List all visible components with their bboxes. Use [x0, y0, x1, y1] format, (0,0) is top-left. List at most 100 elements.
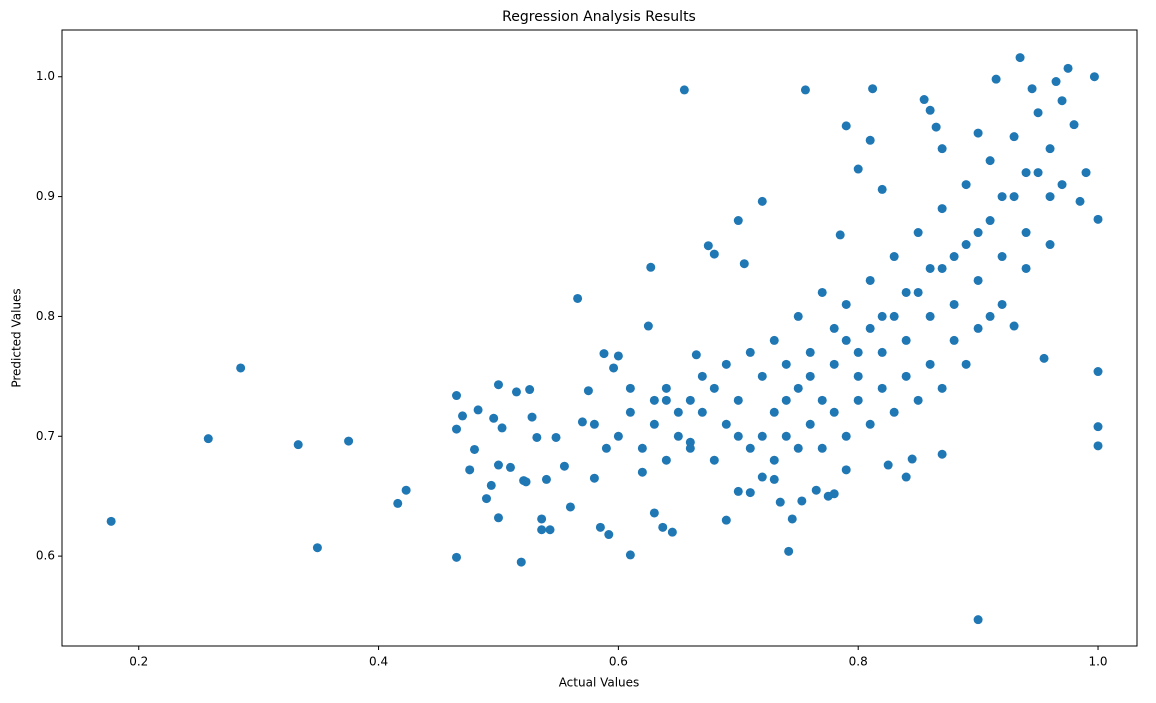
- scatter-point: [1045, 240, 1055, 250]
- scatter-point: [601, 443, 611, 453]
- scatter-point: [985, 216, 995, 226]
- scatter-point: [697, 371, 707, 381]
- scatter-point: [877, 383, 887, 393]
- scatter-point: [486, 480, 496, 490]
- y-tick-label: 0.8: [36, 309, 55, 323]
- scatter-point: [703, 241, 713, 251]
- scatter-point: [344, 436, 354, 446]
- scatter-point: [643, 321, 653, 331]
- scatter-point: [841, 121, 851, 131]
- scatter-point: [841, 299, 851, 309]
- x-tick-label: 1.0: [1088, 655, 1107, 669]
- scatter-point: [800, 85, 810, 95]
- scatter-point: [493, 513, 503, 523]
- scatter-point: [913, 228, 923, 238]
- scatter-point: [1057, 180, 1067, 190]
- scatter-point: [532, 432, 542, 442]
- scatter-point: [1093, 441, 1103, 451]
- scatter-point: [925, 359, 935, 369]
- scatter-point: [565, 502, 575, 512]
- scatter-point: [516, 557, 526, 567]
- scatter-point: [937, 449, 947, 459]
- scatter-point: [901, 371, 911, 381]
- scatter-point: [991, 74, 1001, 84]
- scatter-point: [637, 443, 647, 453]
- scatter-point: [465, 465, 475, 475]
- x-tick-label: 0.2: [129, 655, 148, 669]
- scatter-point: [883, 460, 893, 470]
- scatter-point: [931, 122, 941, 132]
- scatter-point: [919, 95, 929, 105]
- scatter-point: [865, 275, 875, 285]
- scatter-point: [497, 423, 507, 433]
- scatter-point: [527, 412, 537, 422]
- scatter-point: [589, 419, 599, 429]
- scatter-point: [745, 443, 755, 453]
- scatter-point: [757, 196, 767, 206]
- x-tick-label: 0.8: [849, 655, 868, 669]
- scatter-point: [973, 128, 983, 138]
- scatter-point: [609, 363, 619, 373]
- scatter-point: [913, 395, 923, 405]
- scatter-point: [877, 184, 887, 194]
- scatter-point: [985, 156, 995, 166]
- scatter-point: [106, 516, 116, 526]
- scatter-point: [793, 311, 803, 321]
- scatter-point: [685, 443, 695, 453]
- scatter-point: [973, 275, 983, 285]
- scatter-point: [551, 432, 561, 442]
- scatter-point: [769, 474, 779, 484]
- scatter-point: [817, 443, 827, 453]
- scatter-point: [505, 462, 515, 472]
- scatter-point: [877, 311, 887, 321]
- scatter-point: [1027, 84, 1037, 94]
- scatter-point: [757, 431, 767, 441]
- scatter-point: [793, 443, 803, 453]
- scatter-point: [865, 135, 875, 145]
- scatter-point: [649, 508, 659, 518]
- scatter-point: [925, 105, 935, 115]
- scatter-point: [775, 497, 785, 507]
- scatter-point: [1015, 53, 1025, 63]
- scatter-point: [646, 262, 656, 272]
- scatter-point: [901, 472, 911, 482]
- scatter-point: [733, 431, 743, 441]
- scatter-point: [312, 543, 322, 553]
- scatter-point: [583, 386, 593, 396]
- scatter-point: [577, 417, 587, 427]
- scatter-point: [625, 550, 635, 560]
- scatter-point: [745, 347, 755, 357]
- scatter-point: [973, 323, 983, 333]
- scatter-point: [613, 431, 623, 441]
- scatter-point: [521, 477, 531, 487]
- scatter-point: [925, 263, 935, 273]
- y-tick-label: 0.7: [36, 429, 55, 443]
- scatter-point: [604, 530, 614, 540]
- scatter-point: [452, 391, 462, 401]
- scatter-point: [733, 395, 743, 405]
- scatter-point: [473, 405, 483, 415]
- scatter-point: [481, 494, 491, 504]
- scatter-point: [697, 407, 707, 417]
- scatter-point: [805, 347, 815, 357]
- scatter-point: [745, 488, 755, 498]
- scatter-point: [949, 299, 959, 309]
- scatter-point: [236, 363, 246, 373]
- scatter-point: [667, 527, 677, 537]
- scatter-point: [907, 454, 917, 464]
- scatter-point: [829, 323, 839, 333]
- scatter-point: [769, 455, 779, 465]
- scatter-point: [781, 359, 791, 369]
- scatter-point: [973, 615, 983, 625]
- scatter-point: [811, 485, 821, 495]
- scatter-point: [757, 371, 767, 381]
- scatter-point: [829, 407, 839, 417]
- scatter-point: [797, 496, 807, 506]
- scatter-point: [925, 311, 935, 321]
- scatter-point: [458, 411, 468, 421]
- scatter-point: [889, 311, 899, 321]
- scatter-point: [1009, 132, 1019, 142]
- scatter-point: [997, 299, 1007, 309]
- scatter-point: [541, 474, 551, 484]
